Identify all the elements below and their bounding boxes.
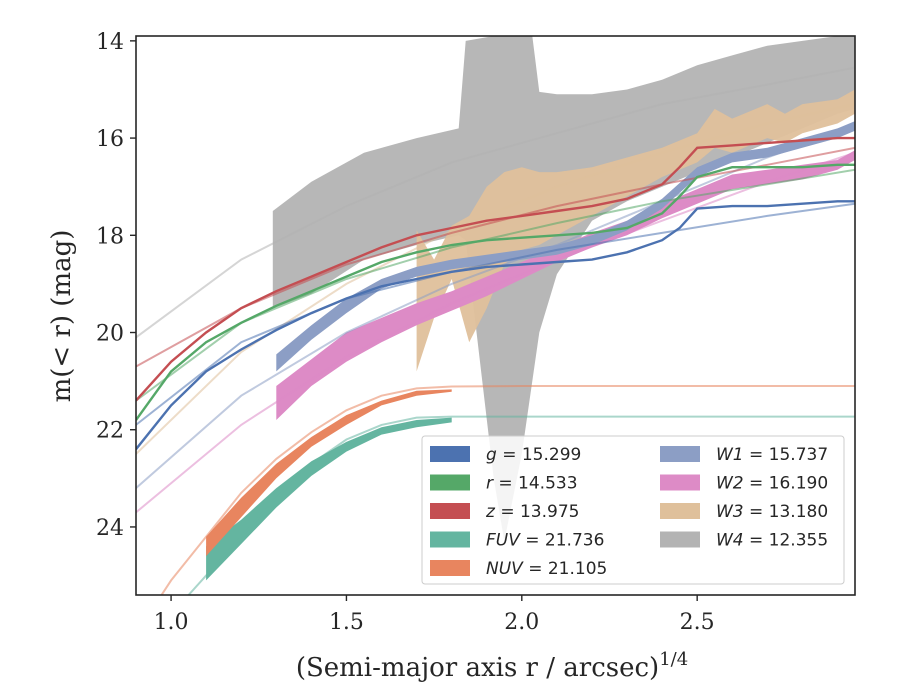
profile-lines (136, 136, 855, 450)
model-curve-fuv (187, 415, 855, 595)
legend-swatch-nuv (430, 560, 470, 576)
legend-label-w3: W3 = 13.180 (716, 502, 828, 522)
y-tick-label: 14 (96, 30, 124, 55)
model-curve-w2 (136, 151, 855, 514)
y-tick-label: 24 (96, 516, 124, 541)
profile-line-r (136, 163, 855, 421)
legend-label-w2: W2 = 16.190 (716, 474, 828, 494)
y-tick-label: 18 (96, 224, 124, 249)
band-w1 (276, 121, 855, 372)
y-tick-label: 16 (96, 127, 124, 152)
legend-swatch-z (430, 503, 470, 519)
profile-line-g (136, 200, 855, 450)
x-tick-label: 2.0 (504, 610, 539, 635)
legend-swatch-fuv (430, 531, 470, 548)
legend: g = 15.299 r = 14.533 z = 13.975 FUV = 21.7… (421, 435, 845, 585)
svg-text:(Semi-major axis r / arcsec)1/: (Semi-major axis r / arcsec)1/4 (296, 649, 688, 683)
legend-label-nuv: NUV = 21.105 (486, 559, 607, 579)
legend-swatch-r (430, 474, 470, 491)
profile-line-z (136, 136, 855, 402)
x-tick-label: 2.5 (680, 610, 715, 635)
x-tick-label: 1.5 (329, 610, 364, 635)
legend-label-z: z = 13.975 (485, 502, 579, 522)
legend-swatch-w1 (660, 446, 700, 462)
legend-swatch-g (430, 446, 470, 462)
x-tick-label: 1.0 (154, 610, 189, 635)
legend-label-w1: W1 = 15.737 (716, 445, 828, 465)
uncertainty-bands (206, 36, 855, 581)
legend-box (421, 435, 845, 585)
model-curve-w1 (136, 124, 855, 489)
model-curve-w4 (136, 66, 855, 339)
legend-label-g: g = 15.299 (486, 445, 581, 465)
legend-label-r: r = 14.533 (486, 474, 578, 494)
x-axis-label: (Semi-major axis r / arcsec)1/4 (296, 649, 688, 683)
y-tick-label: 20 (96, 322, 124, 347)
y-axis-label: m(< r) (mag) (47, 230, 77, 403)
legend-swatch-w4 (660, 531, 700, 548)
plot-frame (135, 35, 856, 596)
y-axis-label-text: m(< r) (mag) (47, 230, 77, 403)
model-curve-g (136, 202, 855, 426)
legend-swatch-w2 (660, 474, 700, 491)
model-curve-nuv (160, 385, 855, 595)
x-axis-ticks: 1.0 1.5 2.0 2.5 (154, 595, 715, 635)
legend-label-w4: W4 = 12.355 (716, 531, 828, 551)
x-axis-label-text: (Semi-major axis r / arcsec) (296, 653, 659, 683)
band-w2 (276, 150, 855, 420)
x-axis-label-exponent: 1/4 (659, 649, 688, 670)
y-tick-label: 22 (96, 419, 124, 444)
band-w3 (416, 89, 855, 372)
legend-swatch-w3 (660, 503, 700, 519)
y-axis-ticks: 14 16 18 20 22 24 (96, 30, 136, 541)
legend-label-fuv: FUV = 21.736 (486, 531, 604, 551)
